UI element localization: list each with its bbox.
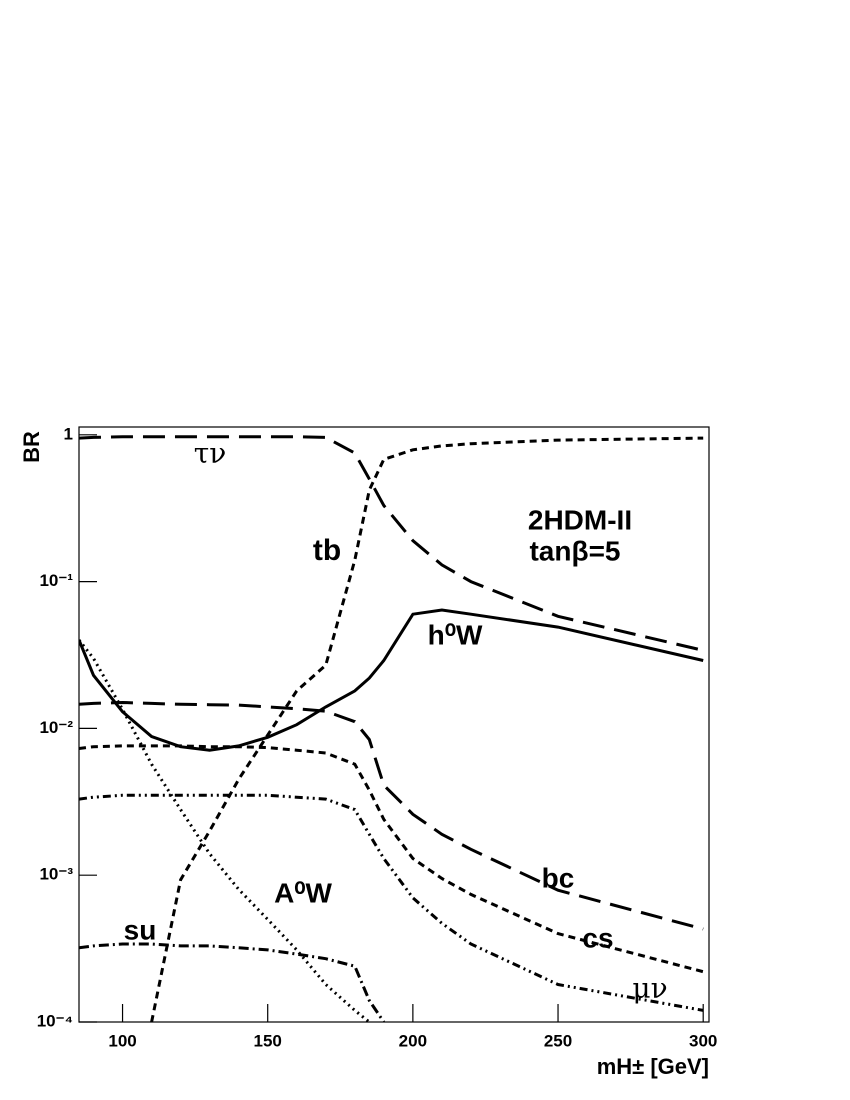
plot-frame	[78, 426, 710, 1023]
series-label: τν	[194, 437, 227, 470]
y-tick-label: 10⁻³	[39, 865, 73, 884]
y-tick-label: 10⁻¹	[39, 571, 73, 590]
series-line	[79, 608, 704, 752]
series-label: A⁰W	[274, 877, 332, 908]
y-tick-label: 10⁻⁴	[37, 1011, 73, 1030]
series-label: μν	[632, 972, 667, 1005]
series-label: su	[124, 914, 157, 945]
series-line	[79, 793, 704, 1012]
x-tick-label: 300	[689, 1031, 717, 1050]
x-tick-label: 100	[108, 1031, 136, 1050]
series-line	[79, 700, 704, 931]
x-tick-label: 150	[254, 1031, 282, 1050]
series-label: tb	[313, 534, 341, 567]
y-tick-label: 1	[64, 424, 73, 443]
series-line	[150, 436, 704, 1022]
curves	[79, 435, 704, 1022]
x-axis-label: mH± [GeV]	[597, 1054, 709, 1079]
series-line	[79, 435, 704, 652]
y-axis-label: BR	[19, 431, 44, 463]
series-line	[79, 744, 704, 974]
series-label: h⁰W	[428, 619, 483, 650]
x-tick-label: 250	[544, 1031, 572, 1050]
series-line	[79, 639, 371, 1022]
x-tick-label: 200	[399, 1031, 427, 1050]
series-label: cs	[582, 922, 613, 953]
annotation: 2HDM-II	[528, 504, 632, 535]
series-line	[79, 942, 386, 1022]
y-tick-label: 10⁻²	[39, 718, 73, 737]
annotation: tanβ=5	[529, 535, 620, 566]
series-label: bc	[542, 862, 575, 893]
